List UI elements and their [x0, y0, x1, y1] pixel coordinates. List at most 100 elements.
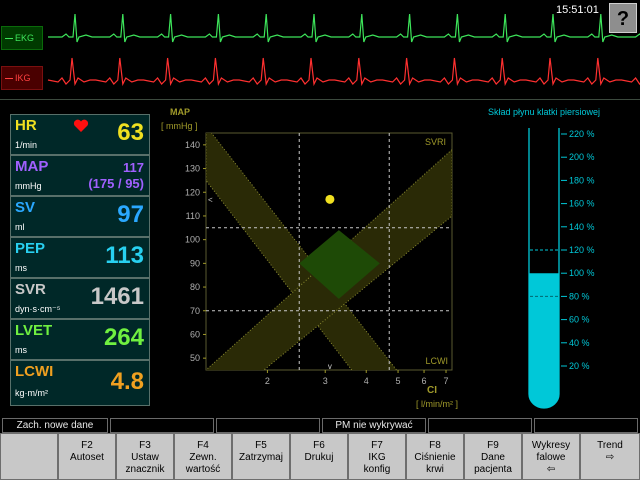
- fkey-line: F4: [197, 440, 209, 451]
- fkey-line: falowe: [536, 452, 566, 463]
- help-button[interactable]: ?: [609, 3, 637, 33]
- y-tick-label: 140: [185, 140, 200, 150]
- waveform-area: [47, 13, 640, 87]
- param-name: SV: [15, 199, 36, 216]
- fkey-line: krwi: [426, 464, 444, 475]
- y-tick-label: 120: [185, 187, 200, 197]
- fkey-f3-marker[interactable]: F3 Ustaw znacznik: [116, 433, 174, 480]
- param-svr[interactable]: SVR dyn·s·cm⁻⁵ 1461: [10, 278, 150, 319]
- param-unit: ml: [15, 222, 25, 232]
- y-tick-label: 60: [190, 329, 200, 339]
- fkey-f2-autoset[interactable]: F2 Autoset: [58, 433, 116, 480]
- fkey-line: Trend: [597, 440, 623, 451]
- param-unit: mmHg: [15, 181, 42, 191]
- ikg-dash-icon: [5, 78, 13, 79]
- x-tick-label: 5: [396, 376, 401, 386]
- fluid-tick-label: 160 %: [569, 199, 595, 209]
- fluid-tick-label: 220 %: [569, 129, 595, 139]
- fluid-tick-label: 60 %: [569, 315, 590, 325]
- fkey-line: F5: [255, 440, 267, 451]
- fkey-line: Dane: [481, 452, 505, 463]
- fkey-line: F8: [429, 440, 441, 451]
- y-value-marker: <: [208, 195, 213, 204]
- fkey-f7-ikg-config[interactable]: F7 IKG konfig: [348, 433, 406, 480]
- param-value: 63: [117, 119, 144, 146]
- y-tick-label: 70: [190, 306, 200, 316]
- fkey-f5-freeze[interactable]: F5 Zatrzymaj: [232, 433, 290, 480]
- x-axis-label: CI: [427, 385, 437, 396]
- ekg-dash-icon: [5, 38, 13, 39]
- ekg-trace: [48, 13, 640, 43]
- x-tick-label: 2: [265, 376, 270, 386]
- param-value: 113: [105, 242, 144, 269]
- status-new-data[interactable]: Zach. nowe dane: [2, 418, 108, 433]
- fkey-f9-patient-data[interactable]: F9 Dane pacjenta: [464, 433, 522, 480]
- status-cell-6: [534, 418, 638, 433]
- fkey-line: Zatrzymaj: [239, 452, 283, 463]
- ikg-label-text: IKG: [15, 73, 31, 83]
- svri-band: [206, 133, 398, 370]
- status-cell-5: [428, 418, 532, 433]
- fkey-line: F3: [139, 440, 151, 451]
- param-name: LVET: [15, 322, 53, 339]
- band-group: [206, 133, 452, 370]
- status-cell-3: [216, 418, 320, 433]
- y-axis-unit: [ mmHg ]: [161, 121, 198, 131]
- ekg-label-text: EKG: [15, 33, 35, 43]
- fkey-f4-external[interactable]: F4 Zewn. wartość: [174, 433, 232, 480]
- param-unit: ms: [15, 263, 27, 273]
- current-point: [325, 194, 335, 204]
- fkey-line: Autoset: [70, 452, 104, 463]
- fluid-tick-label: 40 %: [569, 338, 590, 348]
- x-axis-unit: [ l/min/m² ]: [416, 399, 458, 409]
- fkey-waveforms-back[interactable]: Wykresy falowe ⇦: [522, 433, 580, 480]
- x-tick-label: 3: [323, 376, 328, 386]
- param-name: MAP: [15, 158, 49, 175]
- x-value-marker: v: [328, 362, 332, 371]
- fkey-line: wartość: [185, 464, 221, 475]
- param-name: LCWI: [15, 363, 54, 380]
- param-value: 97: [117, 201, 144, 228]
- fkey-f6-print[interactable]: F6 Drukuj: [290, 433, 348, 480]
- fkey-line: F9: [487, 440, 499, 451]
- status-cell-2: [110, 418, 214, 433]
- svri-band-label: SVRI: [425, 137, 446, 147]
- fkey-blank[interactable]: [0, 433, 58, 480]
- param-pep[interactable]: PEP ms 113: [10, 237, 150, 278]
- fluid-tick-label: 120 %: [569, 245, 595, 255]
- fluid-level: [529, 273, 559, 408]
- waveform-separator: [0, 99, 640, 100]
- y-tick-label: 100: [185, 235, 200, 245]
- y-axis-label: MAP: [170, 107, 190, 117]
- fkey-line: Drukuj: [304, 452, 334, 463]
- fluid-tick-label: 80 %: [569, 291, 590, 301]
- status-pm-detect[interactable]: PM nie wykrywać: [322, 418, 426, 433]
- arrow-right-icon: ⇨: [605, 452, 615, 463]
- param-map[interactable]: MAP mmHg 117 (175 / 95): [10, 155, 150, 196]
- fluid-tick-label: 20 %: [569, 361, 590, 371]
- fkey-f8-blood-pressure[interactable]: F8 Ciśnienie krwi: [406, 433, 464, 480]
- param-sv[interactable]: SV ml 97: [10, 196, 150, 237]
- param-unit: dyn·s·cm⁻⁵: [15, 304, 61, 314]
- clock: 15:51:01: [556, 4, 599, 16]
- ikg-channel-label[interactable]: IKG: [1, 66, 43, 90]
- param-lcwi[interactable]: LCWI kg·m/m² 4.8: [10, 360, 150, 406]
- fkey-trend-forward[interactable]: Trend ⇨: [580, 433, 640, 480]
- fkey-line: konfig: [363, 464, 391, 475]
- hemodynamic-chart[interactable]: 50 60 70 80 90 100 110 120 130 140 2 3 4 5 6 7 MAP [ mmHg…: [150, 100, 470, 415]
- arrow-left-icon: ⇦: [546, 464, 556, 475]
- ekg-channel-label[interactable]: EKG: [1, 26, 43, 50]
- fkey-line: pacjenta: [474, 464, 512, 475]
- y-tick-label: 130: [185, 164, 200, 174]
- fkey-line: Zewn.: [189, 452, 217, 463]
- param-value: 1461: [90, 283, 144, 310]
- param-value: 4.8: [110, 368, 144, 395]
- param-lvet[interactable]: LVET ms 264: [10, 319, 150, 360]
- fkey-line: znacznik: [125, 464, 165, 475]
- param-name: SVR: [15, 281, 46, 298]
- normal-zone: [299, 230, 380, 299]
- param-hr[interactable]: HR 1/min 63: [10, 114, 150, 155]
- fkey-line: IKG: [368, 452, 386, 463]
- param-name: HR: [15, 117, 37, 134]
- param-value: 264: [103, 324, 144, 351]
